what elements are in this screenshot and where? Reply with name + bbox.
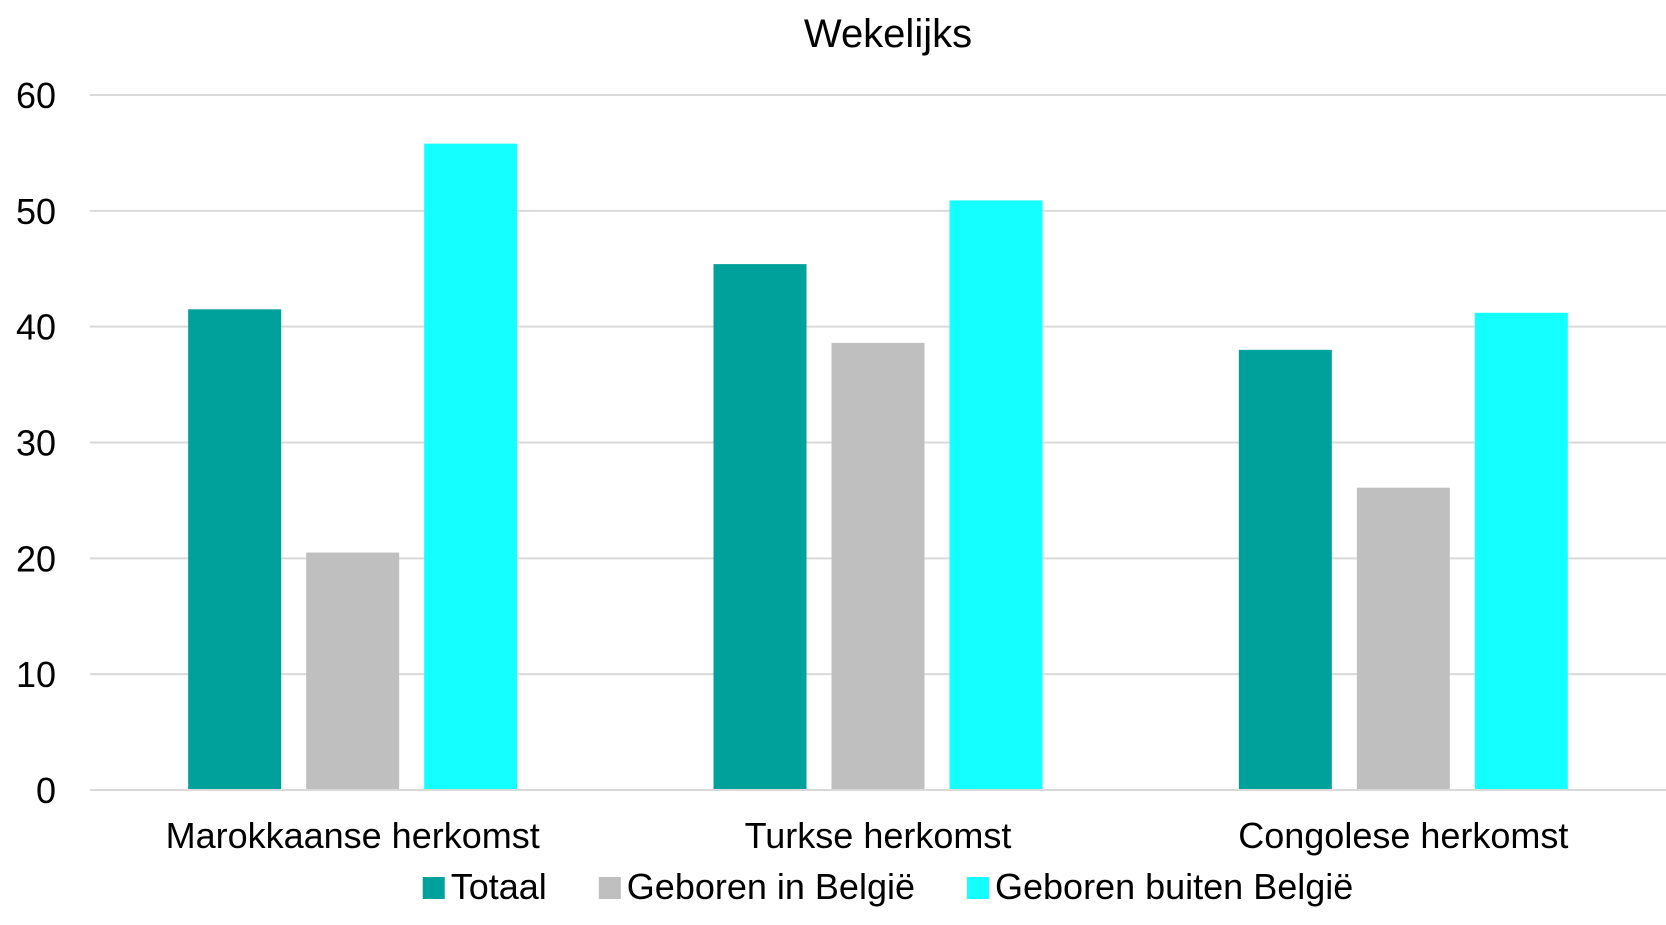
- y-tick-label: 40: [16, 307, 56, 348]
- legend-swatch: [967, 877, 990, 899]
- y-tick-label: 50: [16, 191, 56, 232]
- y-axis-tick-labels: 0 10 20 30 40 50 60: [16, 75, 56, 811]
- bar-geboren-in-belgi--2: [1356, 487, 1450, 790]
- bar-geboren-buiten-belgi--2: [1474, 312, 1568, 790]
- bars: [188, 143, 1568, 791]
- legend-swatch: [422, 877, 445, 899]
- bar-geboren-in-belgi--1: [831, 342, 925, 790]
- x-category-label: Congolese herkomst: [1238, 815, 1568, 856]
- bar-geboren-buiten-belgi--1: [949, 200, 1043, 791]
- legend: Totaal Geboren in België Geboren buiten Be…: [422, 866, 1353, 907]
- x-axis-category-labels: Marokkaanse herkomst Turkse herkomst Congo…: [166, 815, 1569, 856]
- legend-swatch: [598, 877, 621, 899]
- legend-label: Totaal: [451, 866, 547, 907]
- legend-label: Geboren buiten België: [995, 866, 1353, 907]
- y-tick-label: 20: [16, 538, 56, 579]
- y-tick-label: 30: [16, 423, 56, 464]
- bar-geboren-buiten-belgi--0: [424, 143, 518, 790]
- legend-item: Geboren in België: [598, 866, 915, 907]
- legend-item: Geboren buiten België: [967, 866, 1353, 907]
- x-category-label: Turkse herkomst: [745, 815, 1012, 856]
- legend-item: Totaal: [422, 866, 547, 907]
- bar-totaal-1: [713, 264, 807, 790]
- bar-totaal-2: [1238, 349, 1332, 790]
- chart-title: Wekelijks: [804, 12, 972, 56]
- y-tick-label: 10: [16, 654, 56, 695]
- x-category-label: Marokkaanse herkomst: [166, 815, 540, 856]
- legend-label: Geboren in België: [627, 866, 915, 907]
- bar-totaal-0: [188, 309, 282, 790]
- y-tick-label: 60: [16, 75, 56, 116]
- y-tick-label: 0: [36, 770, 56, 811]
- bar-geboren-in-belgi--0: [306, 552, 400, 790]
